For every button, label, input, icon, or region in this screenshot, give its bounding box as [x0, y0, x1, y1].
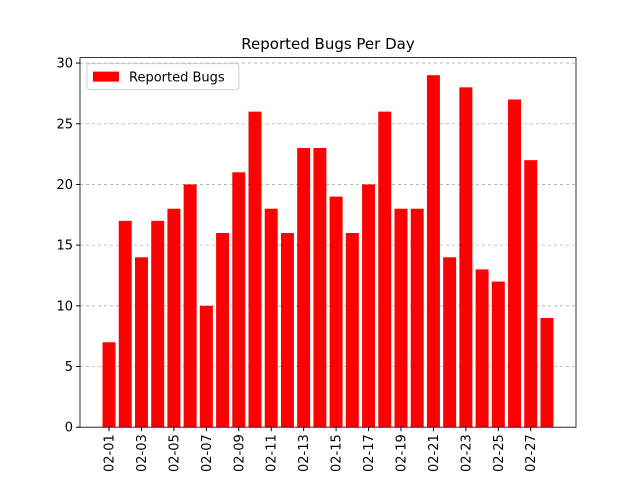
x-tick-label: 02-15 — [330, 434, 345, 472]
x-tick-label: 02-09 — [232, 434, 247, 472]
bar — [329, 196, 343, 428]
bar — [264, 208, 278, 428]
bar — [297, 148, 311, 428]
bar — [426, 75, 440, 428]
y-tick-label: 10 — [56, 299, 73, 314]
bar — [540, 317, 554, 428]
bar — [313, 148, 327, 428]
bar — [118, 220, 132, 428]
bar — [151, 220, 165, 428]
y-tick-label: 20 — [56, 178, 73, 193]
x-tick-label: 02-19 — [394, 434, 409, 472]
x-tick-label: 02-05 — [167, 434, 182, 472]
x-tick-label: 02-27 — [524, 434, 539, 472]
legend-label: Reported Bugs — [129, 71, 225, 86]
bar — [475, 269, 489, 428]
plot-frame — [79, 57, 577, 428]
bar — [491, 281, 505, 428]
x-tick-label: 02-21 — [427, 434, 442, 472]
x-tick-label: 02-17 — [362, 434, 377, 472]
x-tick-label: 02-07 — [200, 434, 215, 472]
bar — [443, 257, 457, 428]
x-tick-label: 02-25 — [492, 434, 507, 472]
y-tick-label: 25 — [56, 117, 73, 132]
bar — [345, 232, 359, 428]
legend-swatch — [93, 71, 119, 82]
x-tick-label: 02-23 — [459, 434, 474, 472]
bar — [508, 99, 522, 428]
bar — [102, 342, 116, 428]
bar — [183, 184, 197, 428]
bar — [216, 232, 230, 428]
y-tick-label: 15 — [56, 239, 73, 254]
y-tick-label: 0 — [65, 421, 73, 436]
bar — [199, 305, 213, 428]
x-tick-label: 02-01 — [103, 434, 118, 472]
y-tick-label: 5 — [65, 360, 73, 375]
bar — [394, 208, 408, 428]
bar — [362, 184, 376, 428]
bar — [280, 232, 294, 428]
x-tick-label: 02-13 — [297, 434, 312, 472]
legend-box — [86, 63, 240, 91]
x-tick-label: 02-11 — [265, 434, 280, 472]
bar — [524, 160, 538, 428]
bar — [167, 208, 181, 428]
bar — [134, 257, 148, 428]
chart-title: Reported Bugs Per Day — [241, 35, 415, 53]
x-tick-label: 02-03 — [135, 434, 150, 472]
bar — [248, 111, 262, 428]
bar — [410, 208, 424, 428]
legend: Reported Bugs — [86, 63, 240, 91]
bar — [378, 111, 392, 428]
bar — [232, 172, 246, 428]
y-tick-label: 30 — [56, 57, 73, 72]
bar — [459, 87, 473, 428]
